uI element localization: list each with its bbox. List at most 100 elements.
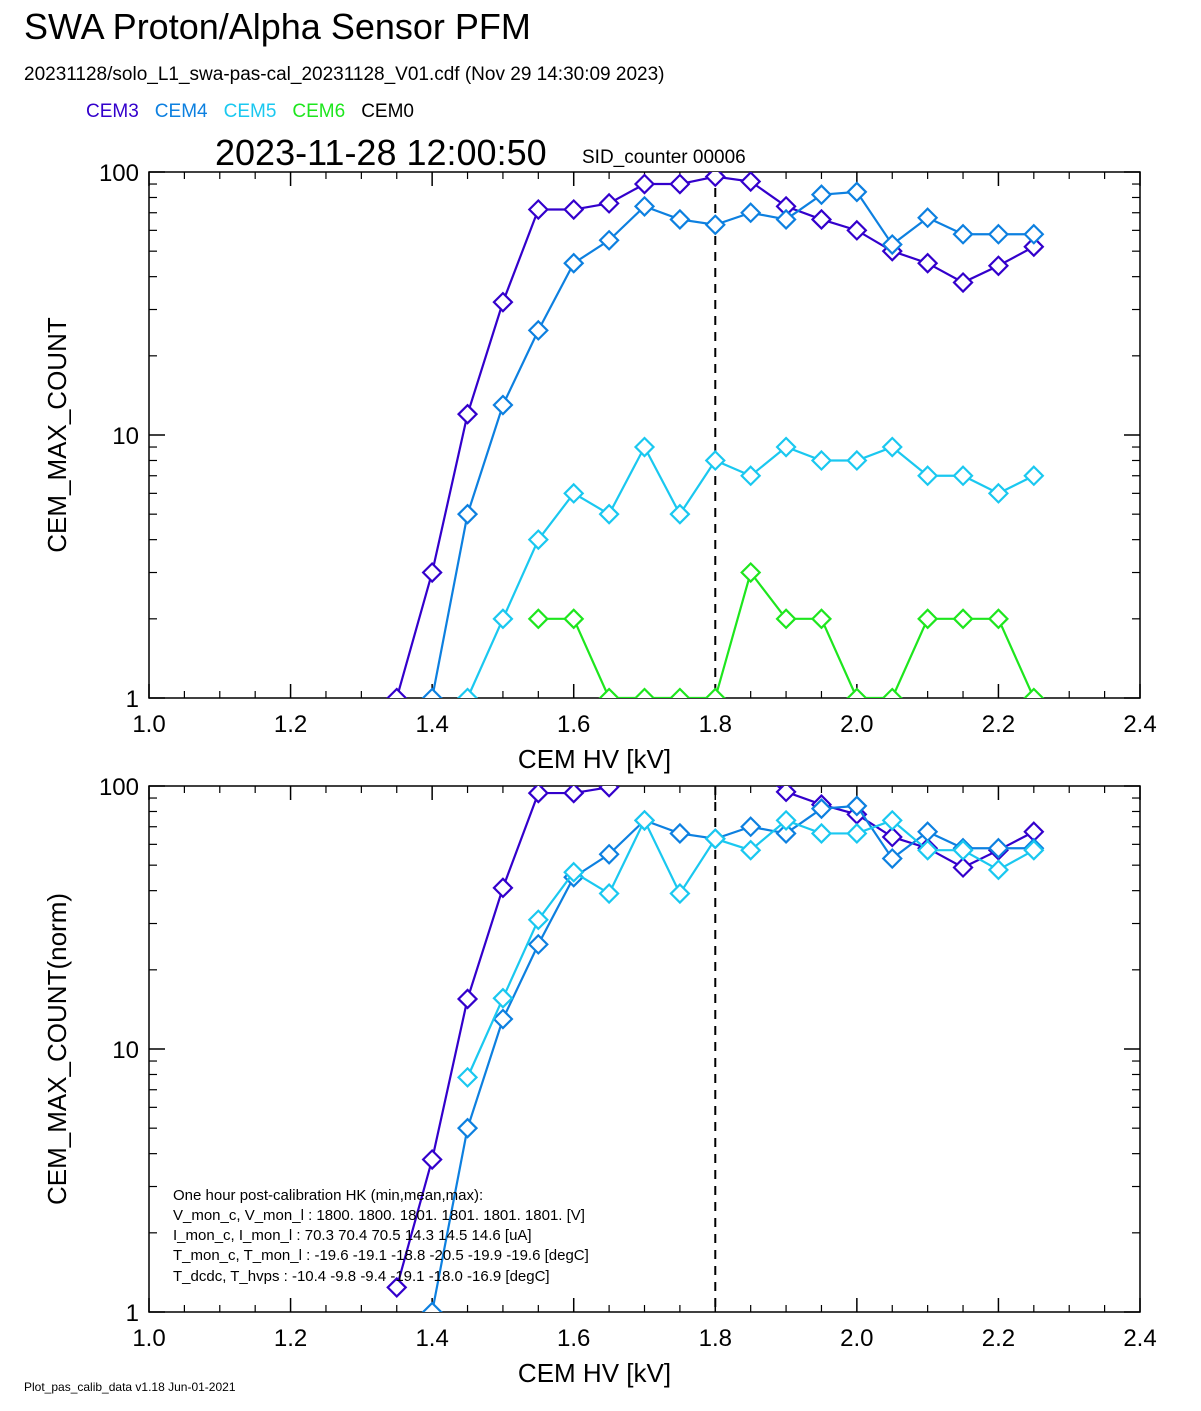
data-point-cem6 (810, 608, 833, 630)
x-tick-label: 1.2 (274, 711, 307, 738)
data-point-cem3 (704, 172, 726, 188)
data-point-cem6 (952, 608, 974, 630)
x-tick-label: 2.0 (840, 711, 873, 738)
data-point-cem3 (527, 786, 549, 804)
data-point-cem5 (456, 687, 479, 698)
data-point-cem4 (492, 394, 514, 416)
data-point-cem4 (987, 223, 1009, 245)
data-point-cem3 (952, 856, 974, 879)
data-point-cem5 (881, 809, 903, 831)
data-point-cem4 (810, 798, 833, 820)
x-tick-label: 1.8 (699, 1325, 732, 1352)
data-point-cem6 (987, 608, 1009, 630)
data-point-cem3 (492, 291, 514, 313)
data-point-cem3 (669, 173, 691, 195)
y-tick-label: 100 (99, 774, 139, 801)
data-point-cem4 (669, 208, 691, 231)
data-point-cem5 (527, 529, 549, 551)
data-point-cem6 (669, 687, 691, 698)
data-point-cem3 (527, 198, 549, 221)
data-point-cem6 (1023, 687, 1045, 698)
data-point-cem5 (952, 465, 974, 487)
y-axis: 1 10 100 (99, 160, 1140, 713)
data-point-cem5 (987, 859, 1009, 881)
x-tick-label: 1.4 (415, 711, 448, 738)
data-point-cem3 (810, 208, 833, 231)
hk-line: V_mon_c, V_mon_l : 1800. 1800. 1801. 180… (173, 1207, 585, 1224)
data-point-cem3 (386, 687, 408, 698)
data-point-cem5 (952, 839, 974, 861)
series-group (386, 172, 1045, 698)
data-point-cem6 (740, 561, 762, 584)
data-point-cem5 (492, 608, 514, 630)
y-tick-label: 10 (112, 423, 139, 450)
data-point-cem4 (987, 837, 1009, 859)
hk-line: I_mon_c, I_mon_l : 70.3 70.4 70.5 14.3 1… (173, 1227, 532, 1244)
chart-bottom: 1.0 1.2 1.4 1.6 1.8 2.0 2.2 2.4 1 10 100 CEM HV [kV… (42, 752, 1157, 1388)
data-point-cem5 (810, 822, 833, 845)
y-tick-label: 1 (126, 1300, 139, 1327)
legend-item-cem5: CEM5 (223, 101, 277, 122)
data-point-cem4 (740, 816, 762, 838)
data-point-cem3 (917, 252, 939, 274)
data-point-cem6 (917, 608, 939, 630)
data-point-cem3 (742, 758, 760, 776)
data-point-cem4 (846, 181, 868, 203)
data-point-cem3 (706, 752, 724, 770)
data-point-cem4 (527, 933, 549, 955)
data-point-cem3 (456, 988, 479, 1010)
data-point-cem4 (1023, 223, 1045, 245)
data-point-cem4 (881, 847, 903, 870)
y-tick-label: 10 (112, 1037, 139, 1064)
data-point-cem3 (421, 1148, 443, 1171)
data-point-cem6 (633, 687, 656, 698)
y-axis-title: CEM_MAX_COUNT (42, 317, 72, 553)
x-tick-label: 1.0 (132, 1325, 165, 1352)
data-point-cem4 (740, 202, 762, 224)
data-point-cem4 (456, 1117, 479, 1139)
chart-top: 1.0 1.2 1.4 1.6 1.8 2.0 2.2 2.4 1 10 100 CEM HV [kV… (42, 160, 1157, 774)
data-point-cem6 (881, 687, 903, 698)
data-point-cem5 (527, 909, 549, 931)
data-point-cem4 (421, 1301, 443, 1312)
data-point-cem5 (810, 449, 833, 472)
footer-version: Plot_pas_calib_data v1.18 Jun-01-2021 (24, 1380, 236, 1394)
data-point-cem3 (671, 760, 689, 778)
x-tick-label: 2.4 (1123, 711, 1156, 738)
data-point-cem3 (987, 255, 1009, 277)
data-point-cem4 (563, 252, 585, 274)
data-point-cem4 (917, 207, 939, 229)
page-title: SWA Proton/Alpha Sensor PFM (24, 6, 531, 47)
data-point-cem3 (740, 172, 762, 193)
x-tick-label: 2.2 (982, 1325, 1015, 1352)
data-point-cem5 (740, 465, 762, 487)
data-point-cem4 (492, 1008, 514, 1030)
data-point-cem6 (527, 608, 549, 630)
data-point-cem4 (775, 822, 797, 845)
data-point-cem5 (1023, 839, 1045, 861)
x-tick-label: 2.2 (982, 711, 1015, 738)
data-point-cem3 (598, 786, 620, 798)
data-point-cem5 (881, 436, 903, 458)
x-tick-label: 1.8 (699, 711, 732, 738)
data-point-cem5 (563, 861, 585, 883)
x-tick-label: 1.4 (415, 1325, 448, 1352)
data-point-cem4 (669, 822, 691, 845)
data-point-cem4 (704, 214, 726, 236)
data-point-cem3 (421, 561, 443, 584)
data-point-cem3 (563, 198, 585, 221)
data-point-cem4 (952, 223, 974, 245)
data-point-cem6 (775, 608, 797, 630)
data-point-cem5 (456, 1066, 479, 1088)
series-line-cem4 (431, 190, 1034, 698)
y-tick-label: 100 (99, 160, 139, 187)
data-point-cem3 (492, 877, 514, 899)
data-point-cem5 (704, 449, 726, 472)
x-tick-label: 1.2 (274, 1325, 307, 1352)
data-point-cem6 (846, 687, 868, 698)
legend: CEM3 CEM4 CEM5 CEM6 CEM0 (86, 101, 430, 123)
data-point-cem3 (846, 219, 868, 241)
data-point-cem4 (633, 195, 656, 217)
data-point-cem5 (740, 839, 762, 861)
